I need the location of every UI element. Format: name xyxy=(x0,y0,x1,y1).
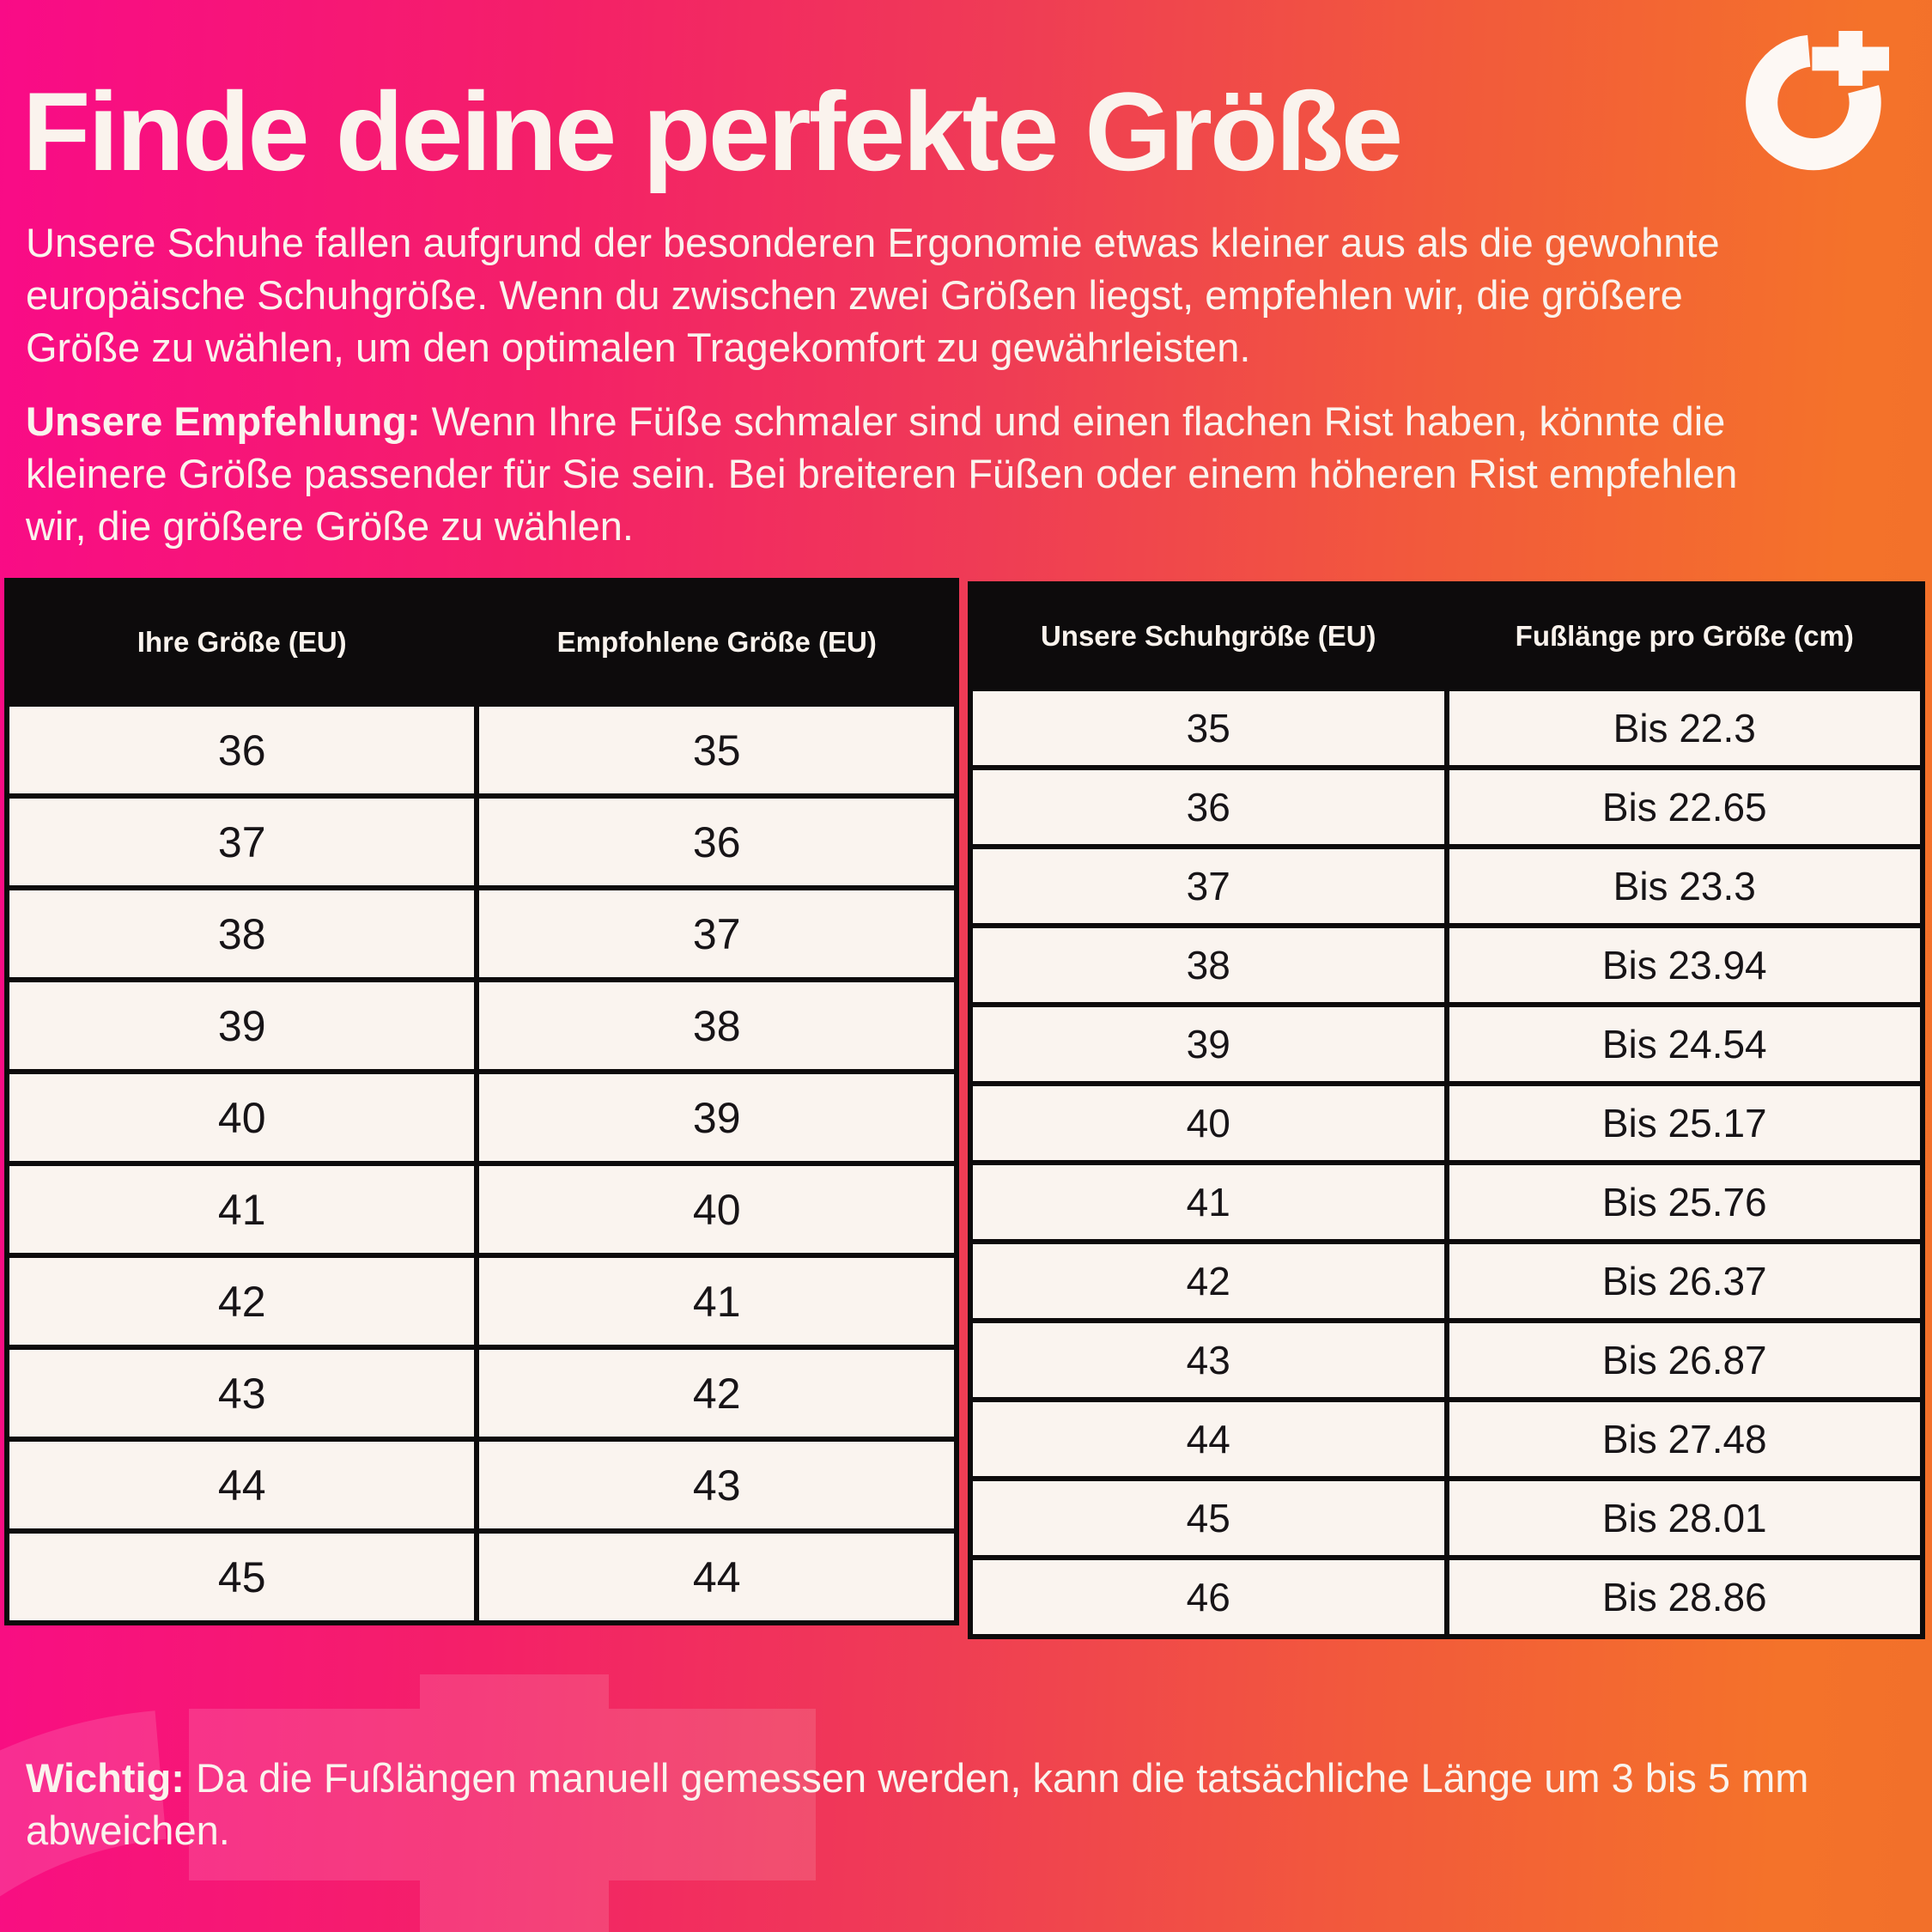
size-conversion-table-container: Ihre Größe (EU) Empfohlene Größe (EU) 36… xyxy=(3,578,959,1625)
table-cell: Bis 27.48 xyxy=(1443,1397,1925,1481)
table-row: 36 35 xyxy=(3,702,959,799)
table-cell: 38 xyxy=(3,885,480,982)
important-note-label: Wichtig: xyxy=(26,1755,185,1801)
foot-length-table-body: 35 Bis 22.3 36 Bis 22.65 37 Bis 23.3 38 Bis 23.… xyxy=(968,686,1925,1639)
table-cell: 37 xyxy=(3,793,480,890)
table-cell: 42 xyxy=(3,1253,480,1350)
table-cell: 35 xyxy=(968,686,1449,770)
table-row: 39 Bis 24.54 xyxy=(968,1002,1925,1086)
recommendation-paragraph: Unsere Empfehlung: Wenn Ihre Füße schmal… xyxy=(26,395,1915,552)
table-cell: 36 xyxy=(474,793,959,890)
table-cell: Bis 25.17 xyxy=(1443,1081,1925,1165)
table-cell: 37 xyxy=(968,844,1449,928)
table-cell: 42 xyxy=(474,1345,959,1442)
table-row: 35 Bis 22.3 xyxy=(968,686,1925,770)
recommendation-text: Wenn Ihre Füße schmaler sind und einen f… xyxy=(26,398,1738,549)
table-row: 39 38 xyxy=(3,977,959,1074)
watermark-o-plus-logo-icon xyxy=(0,1674,816,1932)
table-cell: Bis 28.01 xyxy=(1443,1476,1925,1560)
page-title: Finde deine perfekte Größe xyxy=(22,69,1403,194)
size-conversion-table-body: 36 35 37 36 38 37 39 38 40 39 41 40 42 41 43 42 44 43 45 44 xyxy=(3,702,959,1625)
table-cell: 44 xyxy=(474,1528,959,1625)
table-cell: Bis 26.37 xyxy=(1443,1239,1925,1323)
table-cell: 43 xyxy=(474,1437,959,1534)
table-cell: 41 xyxy=(968,1160,1449,1244)
table-row: 38 Bis 23.94 xyxy=(968,923,1925,1007)
column-header-our-shoe-size: Unsere Schuhgröße (EU) xyxy=(968,581,1449,691)
table-row: 40 39 xyxy=(3,1069,959,1166)
table-cell: 40 xyxy=(968,1081,1449,1165)
table-cell: Bis 25.76 xyxy=(1443,1160,1925,1244)
table-row: 36 Bis 22.65 xyxy=(968,765,1925,849)
table-cell: 41 xyxy=(3,1161,480,1258)
table-cell: 39 xyxy=(968,1002,1449,1086)
column-header-recommended-size: Empfohlene Größe (EU) xyxy=(474,578,959,707)
table-cell: Bis 22.65 xyxy=(1443,765,1925,849)
table-cell: 44 xyxy=(968,1397,1449,1481)
column-header-your-size: Ihre Größe (EU) xyxy=(3,578,480,707)
table-cell: 36 xyxy=(968,765,1449,849)
table-cell: 42 xyxy=(968,1239,1449,1323)
table-cell: 45 xyxy=(3,1528,480,1625)
table-row: 42 41 xyxy=(3,1253,959,1350)
table-row: 41 Bis 25.76 xyxy=(968,1160,1925,1244)
table-cell: Bis 22.3 xyxy=(1443,686,1925,770)
table-row: 37 Bis 23.3 xyxy=(968,844,1925,928)
table-row: 46 Bis 28.86 xyxy=(968,1555,1925,1639)
recommendation-label: Unsere Empfehlung: xyxy=(26,398,421,444)
table-cell: 38 xyxy=(968,923,1449,1007)
table-row: 44 Bis 27.48 xyxy=(968,1397,1925,1481)
table-row: 41 40 xyxy=(3,1161,959,1258)
table-cell: Bis 26.87 xyxy=(1443,1318,1925,1402)
table-cell: 43 xyxy=(968,1318,1449,1402)
size-conversion-table-header: Ihre Größe (EU) Empfohlene Größe (EU) xyxy=(3,578,959,707)
intro-paragraph: Unsere Schuhe fallen aufgrund der besond… xyxy=(26,220,1720,370)
table-cell: 40 xyxy=(3,1069,480,1166)
important-note-text: Da die Fußlängen manuell gemessen werden… xyxy=(26,1755,1809,1853)
table-cell: 43 xyxy=(3,1345,480,1442)
foot-length-table: Unsere Schuhgröße (EU) Fußlänge pro Größ… xyxy=(968,581,1925,1639)
foot-length-table-container: Unsere Schuhgröße (EU) Fußlänge pro Größ… xyxy=(968,581,1925,1639)
table-row: 37 36 xyxy=(3,793,959,890)
table-cell: 40 xyxy=(474,1161,959,1258)
brand-o-plus-logo-icon xyxy=(1746,31,1890,171)
table-row: 44 43 xyxy=(3,1437,959,1534)
size-conversion-table: Ihre Größe (EU) Empfohlene Größe (EU) 36… xyxy=(3,578,959,1625)
table-cell: Bis 23.3 xyxy=(1443,844,1925,928)
table-row: 43 Bis 26.87 xyxy=(968,1318,1925,1402)
table-cell: Bis 23.94 xyxy=(1443,923,1925,1007)
table-cell: 36 xyxy=(3,702,480,799)
table-cell: 39 xyxy=(3,977,480,1074)
important-note: Wichtig: Da die Fußlängen manuell gemess… xyxy=(26,1752,1915,1856)
table-cell: Bis 24.54 xyxy=(1443,1002,1925,1086)
table-row: 43 42 xyxy=(3,1345,959,1442)
table-cell: 39 xyxy=(474,1069,959,1166)
foot-length-table-header: Unsere Schuhgröße (EU) Fußlänge pro Größ… xyxy=(968,581,1925,691)
table-cell: 35 xyxy=(474,702,959,799)
table-cell: 46 xyxy=(968,1555,1449,1639)
column-header-foot-length: Fußlänge pro Größe (cm) xyxy=(1443,581,1925,691)
table-cell: 44 xyxy=(3,1437,480,1534)
table-cell: 38 xyxy=(474,977,959,1074)
table-cell: 45 xyxy=(968,1476,1449,1560)
table-row: 42 Bis 26.37 xyxy=(968,1239,1925,1323)
table-cell: Bis 28.86 xyxy=(1443,1555,1925,1639)
table-row: 45 44 xyxy=(3,1528,959,1625)
table-row: 38 37 xyxy=(3,885,959,982)
table-row: 45 Bis 28.01 xyxy=(968,1476,1925,1560)
table-cell: 37 xyxy=(474,885,959,982)
table-cell: 41 xyxy=(474,1253,959,1350)
table-row: 40 Bis 25.17 xyxy=(968,1081,1925,1165)
